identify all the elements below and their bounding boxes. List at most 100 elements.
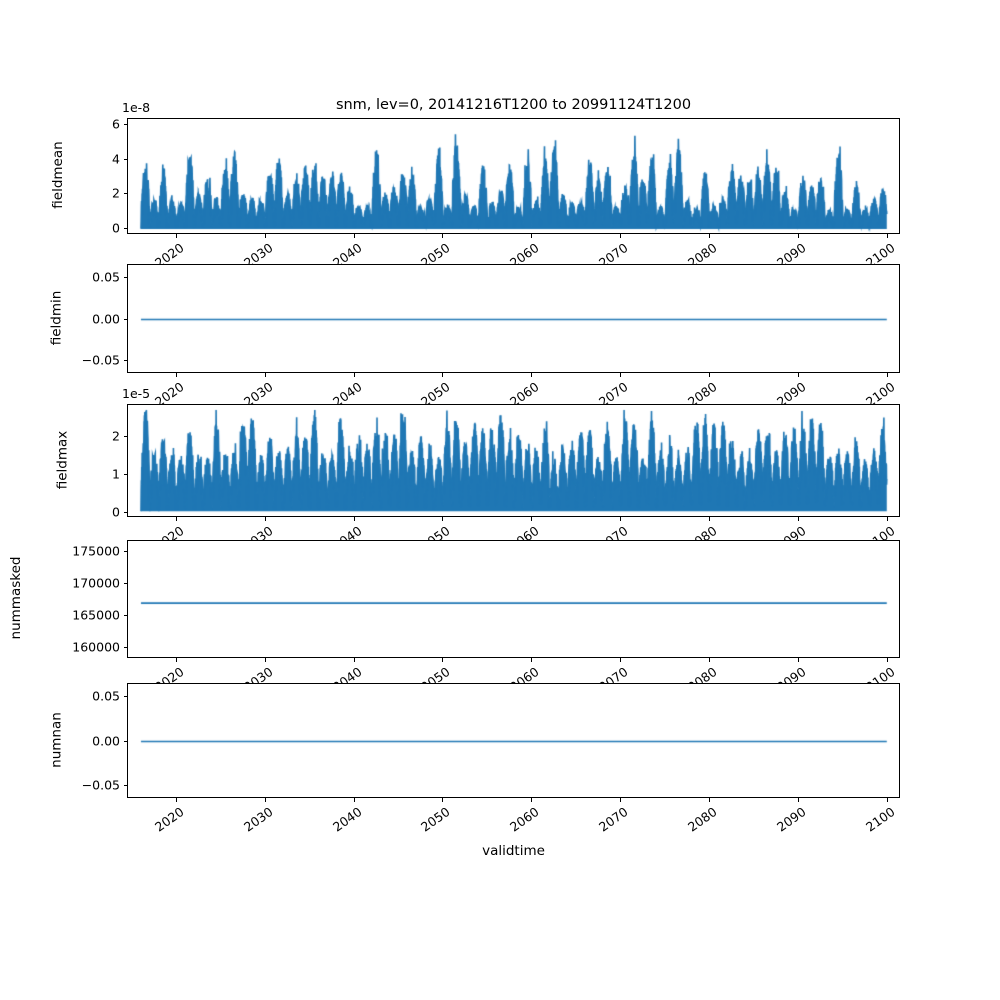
- x-tick-mark: [264, 798, 266, 802]
- plot-panel-fieldmean: [127, 118, 900, 234]
- x-tick-mark: [708, 798, 710, 802]
- y-tick-mark-fieldmax: [123, 436, 127, 438]
- x-tick-mark: [264, 234, 266, 238]
- y-axis-label-numnan: numnan: [48, 711, 64, 768]
- y-tick-label-fieldmean: 2: [112, 185, 120, 201]
- y-tick-mark-nummasked: [123, 646, 127, 648]
- y-tick-mark-nummasked: [123, 614, 127, 616]
- y-tick-mark-numnan: [123, 784, 127, 786]
- x-tick-mark: [175, 517, 177, 521]
- y-tick-label-fieldmax: 1: [112, 466, 120, 482]
- x-tick-mark: [264, 373, 266, 377]
- x-tick-mark: [175, 373, 177, 377]
- x-tick-mark: [264, 658, 266, 662]
- x-tick-mark: [797, 658, 799, 662]
- y-axis-label-fieldmax: fieldmax: [54, 430, 70, 489]
- x-tick-mark: [353, 658, 355, 662]
- x-tick-mark: [442, 517, 444, 521]
- y-tick-mark-nummasked: [123, 551, 127, 553]
- y-tick-mark-nummasked: [123, 583, 127, 585]
- plot-panel-fieldmin: [127, 264, 900, 373]
- y-tick-mark-fieldmean: [123, 158, 127, 160]
- y-axis-label-fieldmean: fieldmean: [50, 141, 66, 209]
- x-tick-mark: [531, 234, 533, 238]
- y-tick-label-fieldmax: 2: [112, 428, 120, 444]
- y-tick-mark-numnan: [123, 696, 127, 698]
- y-tick-mark-fieldmean: [123, 124, 127, 126]
- y-axis-label-fieldmin: fieldmin: [48, 290, 64, 345]
- y-tick-label-fieldmean: 0: [112, 220, 120, 236]
- x-tick-mark: [797, 798, 799, 802]
- y-tick-mark-fieldmin: [123, 318, 127, 320]
- x-tick-mark: [797, 517, 799, 521]
- y-tick-label-numnan: 0.05: [92, 688, 120, 704]
- x-tick-mark: [531, 798, 533, 802]
- series-nummasked: [128, 541, 899, 657]
- x-tick-mark: [620, 373, 622, 377]
- x-tick-mark: [620, 517, 622, 521]
- series-fieldmax: [128, 405, 899, 516]
- y-tick-mark-fieldmin: [123, 360, 127, 362]
- plot-area-numnan: [128, 684, 899, 797]
- y-tick-mark-fieldmax: [123, 511, 127, 513]
- y-tick-label-nummasked: 175000: [72, 543, 120, 559]
- x-tick-mark: [531, 373, 533, 377]
- x-tick-mark: [353, 798, 355, 802]
- y-tick-label-fieldmin: −0.05: [81, 352, 120, 368]
- x-tick-mark: [620, 658, 622, 662]
- x-tick-mark: [620, 234, 622, 238]
- series-numnan: [128, 684, 899, 797]
- x-tick-mark: [708, 234, 710, 238]
- plot-area-fieldmean: [128, 119, 899, 233]
- series-fieldmean: [128, 119, 899, 233]
- chart-title: snm, lev=0, 20141216T1200 to 20991124T12…: [335, 97, 692, 113]
- x-tick-mark: [886, 658, 888, 662]
- x-axis-label: validtime: [482, 843, 545, 859]
- y-tick-label-fieldmean: 4: [112, 151, 120, 167]
- y-tick-label-nummasked: 165000: [72, 607, 120, 623]
- y-tick-label-numnan: 0.00: [92, 733, 120, 748]
- x-tick-mark: [797, 373, 799, 377]
- x-tick-mark: [531, 517, 533, 521]
- plot-area-fieldmax: [128, 405, 899, 516]
- x-tick-mark: [886, 798, 888, 802]
- y-tick-label-fieldmin: 0.00: [92, 311, 120, 326]
- x-tick-mark: [175, 234, 177, 238]
- y-tick-mark-numnan: [123, 740, 127, 742]
- x-tick-mark: [175, 658, 177, 662]
- series-fieldmin: [128, 265, 899, 372]
- x-tick-mark: [708, 373, 710, 377]
- x-tick-mark: [620, 798, 622, 802]
- y-tick-mark-fieldmean: [123, 227, 127, 229]
- y-tick-label-nummasked: 160000: [72, 639, 120, 655]
- x-tick-mark: [708, 658, 710, 662]
- x-tick-mark: [175, 798, 177, 802]
- y-tick-label-fieldmean: 6: [112, 116, 120, 132]
- x-tick-mark: [886, 234, 888, 238]
- x-tick-mark: [531, 658, 533, 662]
- y-tick-label-fieldmax: 0: [112, 504, 120, 520]
- x-tick-mark: [353, 234, 355, 238]
- y-axis-offset-fieldmax: 1e-5: [122, 386, 151, 401]
- x-tick-mark: [886, 373, 888, 377]
- y-axis-offset-fieldmean: 1e-8: [122, 100, 151, 115]
- plot-area-fieldmin: [128, 265, 899, 372]
- x-tick-mark: [797, 234, 799, 238]
- y-axis-label-nummasked: nummasked: [8, 556, 24, 640]
- y-tick-label-nummasked: 170000: [72, 575, 120, 591]
- x-tick-mark: [442, 234, 444, 238]
- y-tick-mark-fieldmean: [123, 193, 127, 195]
- x-tick-mark: [886, 517, 888, 521]
- plot-panel-fieldmax: [127, 404, 900, 517]
- x-tick-mark: [353, 517, 355, 521]
- plot-panel-numnan: [127, 683, 900, 798]
- y-tick-mark-fieldmax: [123, 473, 127, 475]
- plot-panel-nummasked: [127, 540, 900, 658]
- y-tick-mark-fieldmin: [123, 276, 127, 278]
- y-tick-label-numnan: −0.05: [81, 777, 120, 793]
- x-tick-mark: [353, 373, 355, 377]
- x-tick-mark: [442, 658, 444, 662]
- x-tick-mark: [442, 798, 444, 802]
- x-tick-mark: [708, 517, 710, 521]
